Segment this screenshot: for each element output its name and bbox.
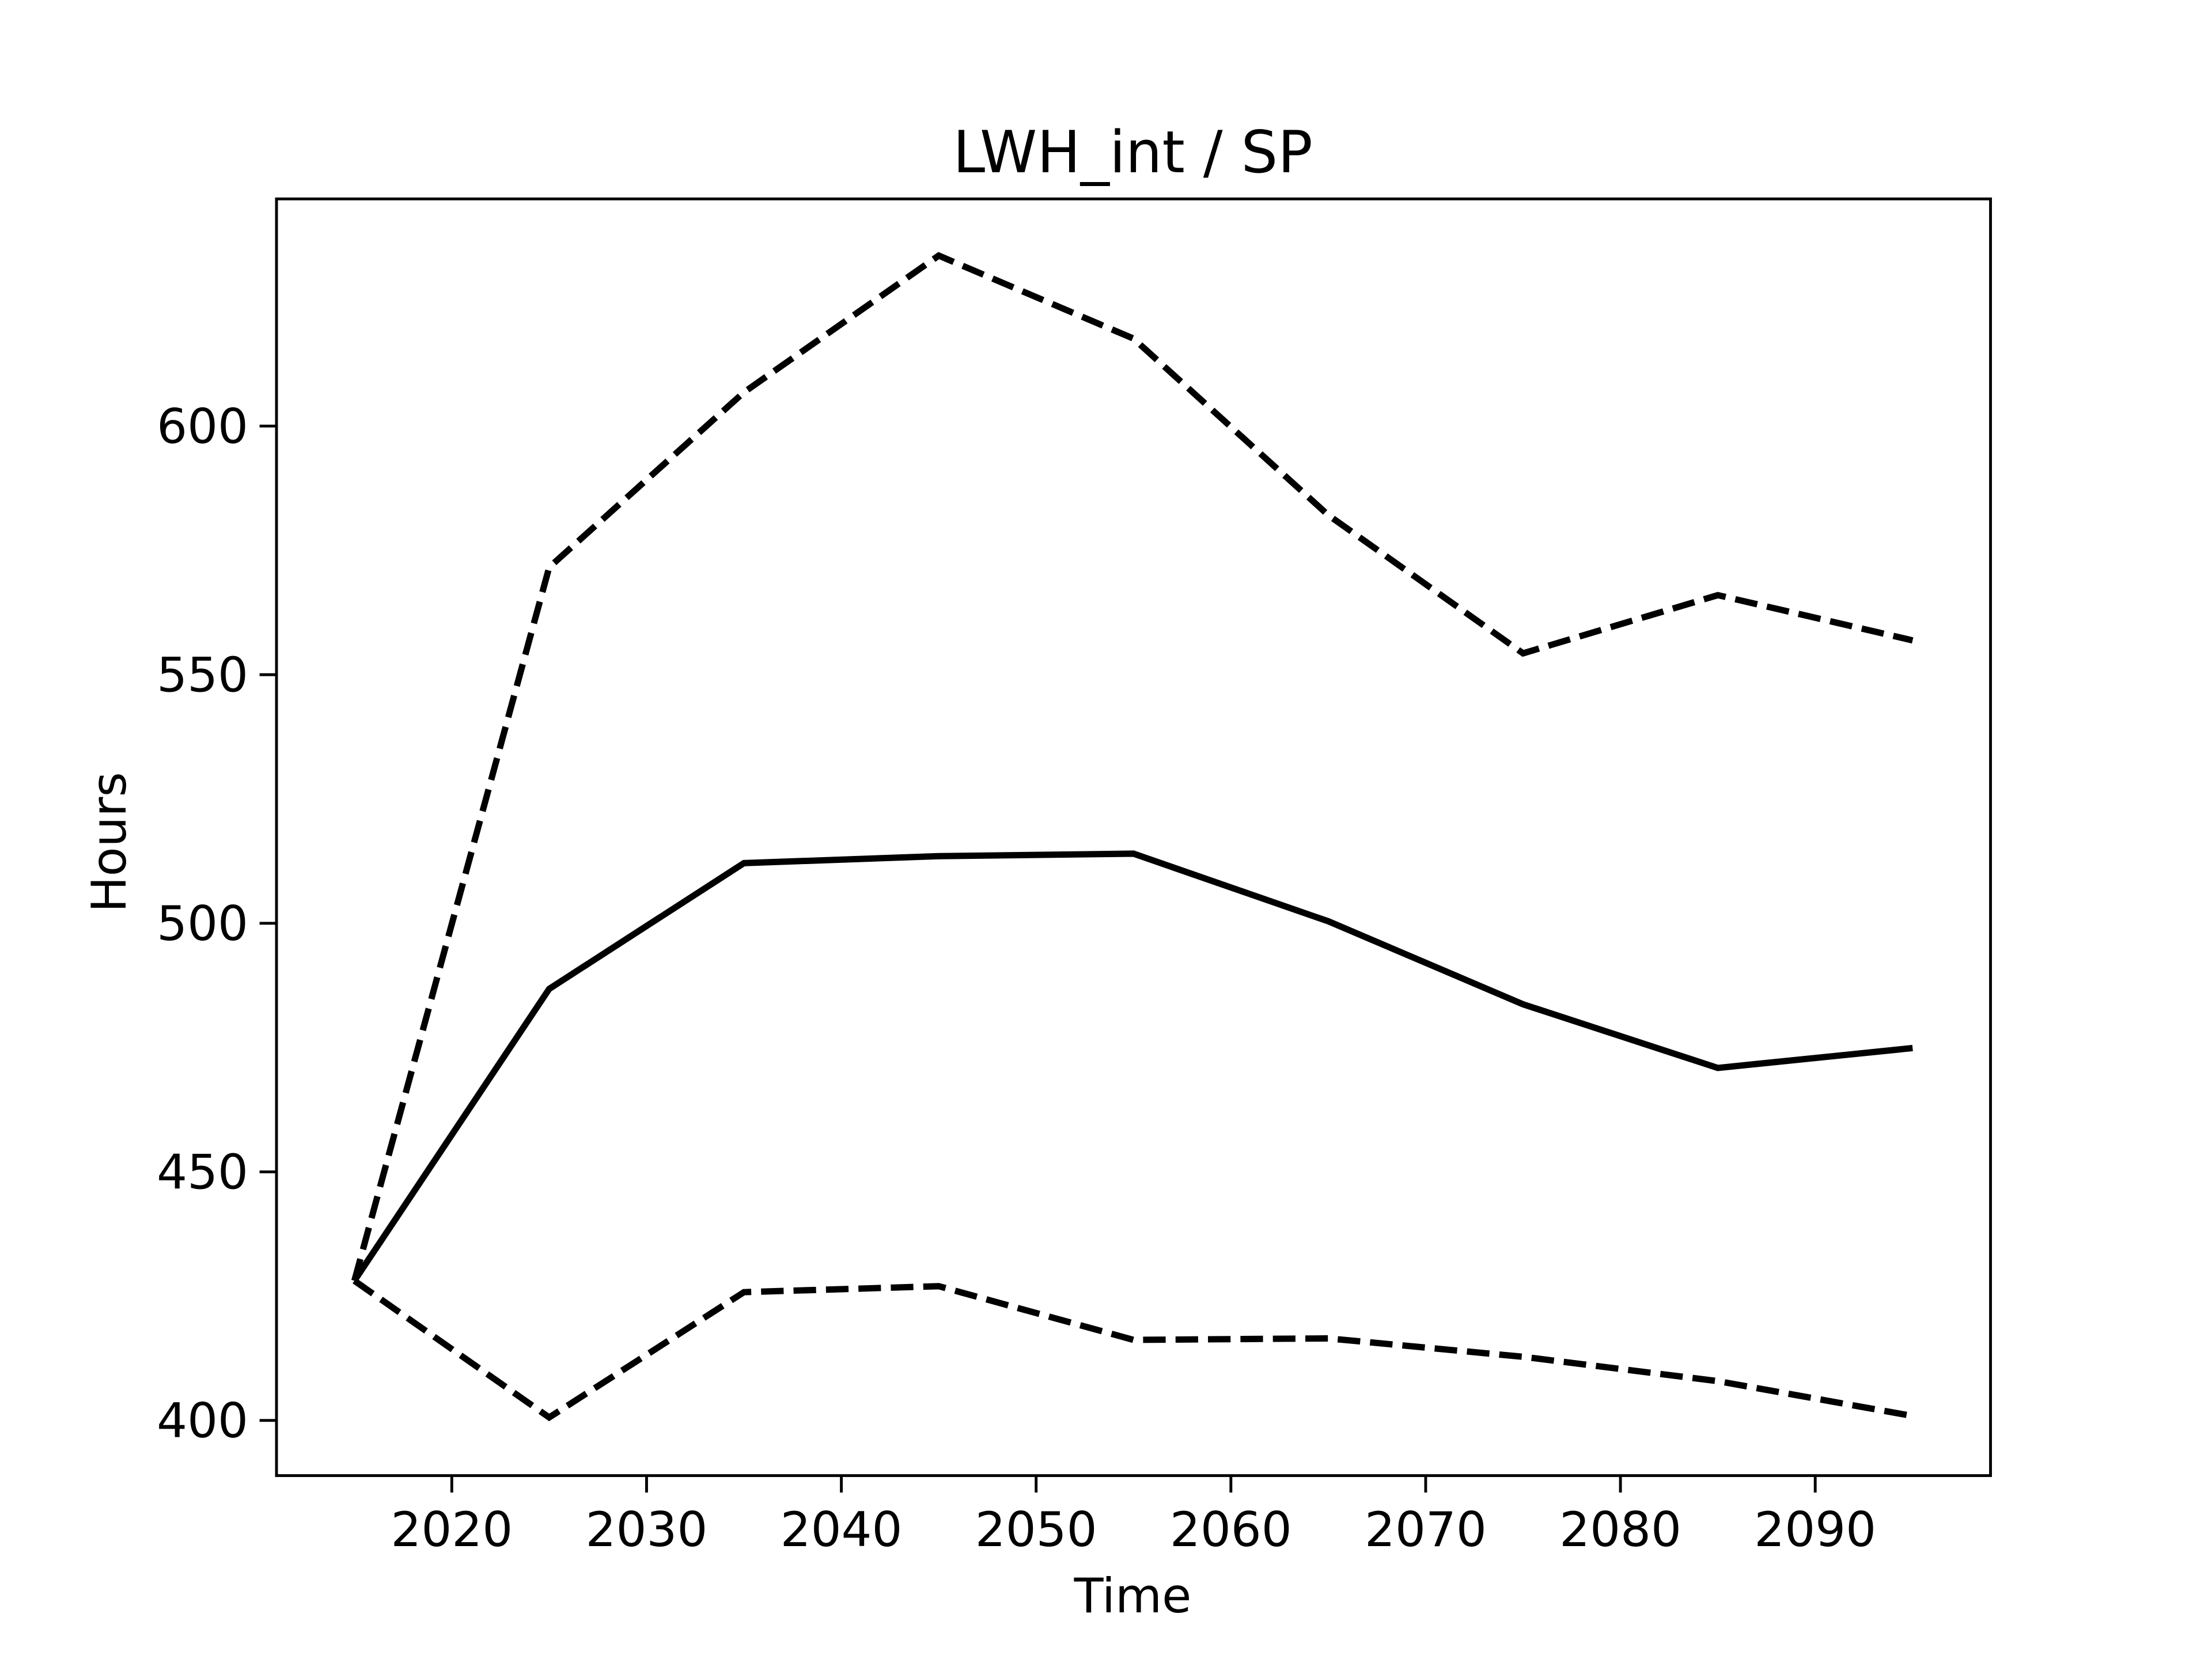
x-tick-label: 2080 — [1559, 1502, 1681, 1558]
x-tick-label: 2020 — [391, 1502, 513, 1558]
y-tick-label: 450 — [157, 1145, 248, 1200]
x-tick-label: 2060 — [1170, 1502, 1292, 1558]
x-tick-label: 2070 — [1365, 1502, 1487, 1558]
y-tick-label: 550 — [157, 647, 248, 703]
y-tick-label: 400 — [157, 1393, 248, 1449]
series-line — [351, 252, 1914, 1282]
x-tick-label: 2030 — [586, 1502, 708, 1558]
y-axis-label: Hours — [81, 772, 137, 912]
x-tick-label: 2090 — [1754, 1502, 1876, 1558]
x-tick-label: 2040 — [781, 1502, 903, 1558]
y-tick-label: 600 — [157, 399, 248, 454]
plot-frame — [275, 197, 1992, 1478]
x-axis-label: Time — [1074, 1568, 1192, 1624]
series-line — [351, 850, 1913, 1283]
chart-title: LWH_int / SP — [953, 119, 1312, 186]
y-tick-label: 500 — [157, 896, 248, 952]
x-tick-label: 2050 — [975, 1502, 1097, 1558]
